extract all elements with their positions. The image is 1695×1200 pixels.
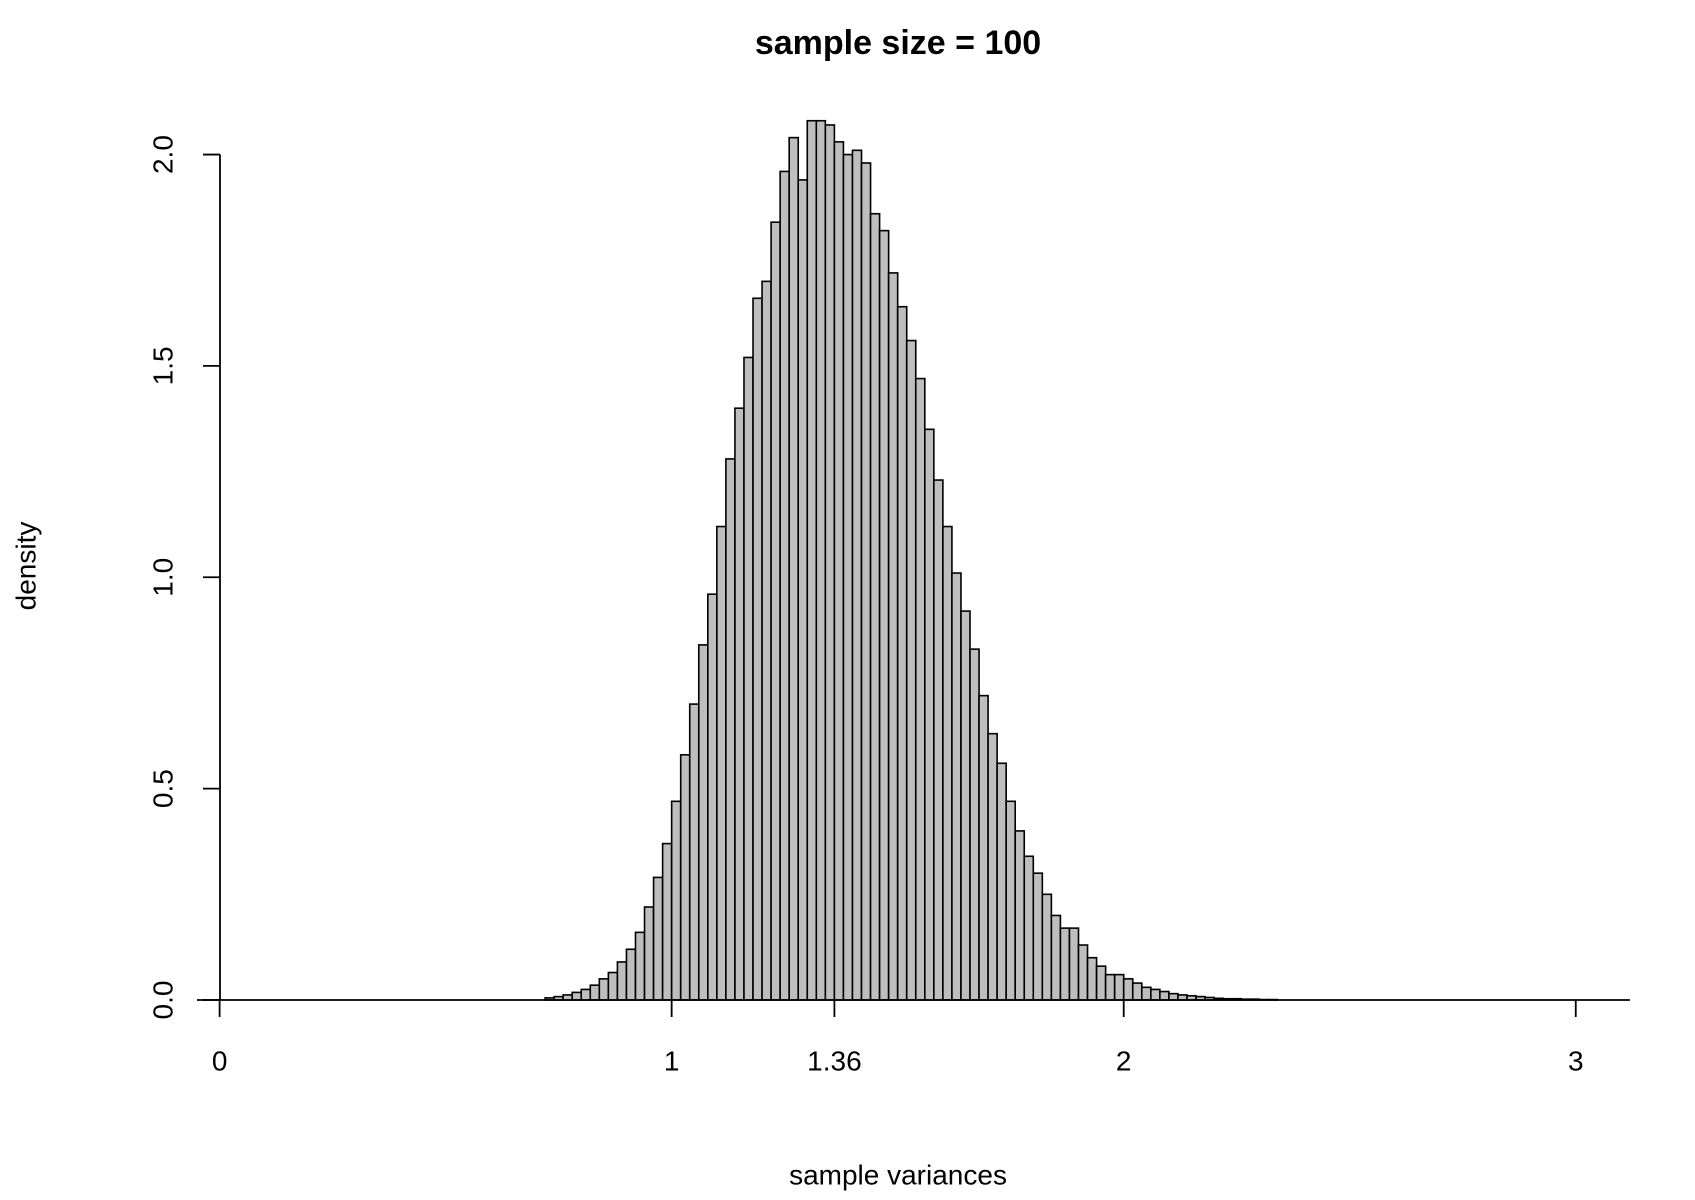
bar	[725, 458, 736, 1001]
bar	[589, 984, 601, 1001]
y-tick-label: 1.5	[147, 346, 178, 385]
bar	[643, 906, 655, 1001]
bar	[1104, 973, 1116, 1001]
bar	[996, 762, 1007, 1001]
bar	[797, 179, 809, 1001]
bar	[661, 842, 673, 1001]
bar	[933, 479, 944, 1001]
y-tick-label: 1.0	[147, 558, 178, 597]
bar	[670, 800, 682, 1001]
chart-title: sample size = 100	[755, 24, 1041, 62]
bar	[1140, 986, 1152, 1001]
bar	[679, 754, 691, 1001]
bar	[860, 162, 872, 1001]
bar	[598, 978, 610, 1001]
bar	[788, 136, 800, 1001]
bar	[697, 644, 709, 1001]
bar	[951, 572, 962, 1001]
bar	[1050, 914, 1062, 1001]
bar	[770, 221, 781, 1001]
bar	[806, 119, 818, 1001]
bar	[752, 297, 763, 1001]
x-tick-label: 3	[1568, 1045, 1584, 1076]
bar	[1168, 992, 1179, 1001]
bar	[1023, 855, 1035, 1001]
bar	[743, 356, 754, 1001]
y-axis-label: density	[10, 522, 41, 611]
bar	[824, 124, 836, 1001]
bar	[851, 149, 863, 1001]
bar	[1150, 988, 1161, 1001]
bar	[1131, 982, 1143, 1001]
bar	[761, 280, 772, 1001]
bar	[969, 648, 980, 1001]
bar	[1077, 944, 1089, 1001]
bar	[634, 931, 646, 1001]
x-tick-label: 1.36	[807, 1045, 862, 1076]
x-tick-label: 1	[664, 1045, 680, 1076]
bar	[716, 525, 727, 1001]
bar	[625, 948, 637, 1001]
bar	[1113, 973, 1125, 1001]
bar	[978, 694, 989, 1001]
bar	[1122, 978, 1134, 1001]
bar	[571, 991, 583, 1001]
x-tick-label: 0	[212, 1045, 228, 1076]
bar	[1159, 990, 1170, 1001]
bar	[652, 876, 664, 1001]
bar	[833, 141, 845, 1001]
bar	[1059, 927, 1071, 1001]
bar	[580, 988, 592, 1001]
bar	[1095, 965, 1107, 1001]
bar	[1086, 956, 1098, 1001]
bar	[1068, 927, 1080, 1001]
bar	[734, 407, 745, 1001]
bar	[1014, 830, 1026, 1001]
x-tick-label: 2	[1116, 1045, 1132, 1076]
bar	[914, 377, 926, 1001]
bar	[607, 971, 619, 1001]
bar	[707, 593, 718, 1001]
bar	[887, 272, 899, 1001]
bar	[924, 428, 935, 1001]
bar	[616, 961, 628, 1001]
bar	[960, 610, 971, 1001]
bar	[779, 170, 790, 1001]
y-tick-label: 0.5	[147, 769, 178, 808]
y-tick-label: 2.0	[147, 135, 178, 174]
bar	[1041, 893, 1053, 1001]
bar	[896, 305, 908, 1001]
bar	[869, 212, 881, 1001]
bar	[942, 525, 953, 1001]
bar	[1005, 800, 1017, 1001]
x-axis-label: sample variances	[789, 1159, 1007, 1190]
y-tick-label: 0.0	[147, 981, 178, 1020]
bar	[815, 119, 827, 1001]
bar	[905, 339, 917, 1001]
bar	[842, 153, 854, 1001]
bar	[878, 229, 890, 1001]
bar	[987, 732, 998, 1001]
bar	[688, 703, 700, 1001]
bar	[1032, 872, 1044, 1001]
